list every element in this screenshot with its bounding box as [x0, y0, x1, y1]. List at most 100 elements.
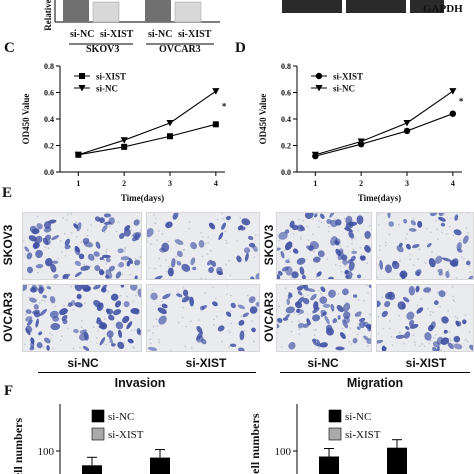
- membrane-pore: [440, 231, 443, 234]
- stained-cell: [241, 218, 251, 226]
- stained-cell: [316, 339, 321, 348]
- membrane-pore: [326, 258, 329, 261]
- stained-cell: [118, 262, 125, 268]
- stained-cell: [357, 274, 362, 279]
- membrane-pore: [391, 344, 394, 347]
- stained-cell: [405, 326, 410, 331]
- stained-cell: [363, 335, 369, 341]
- top-strip: Relative si-NC si-XIST si-NC si-XIST SKO…: [0, 0, 474, 56]
- stained-cell: [120, 256, 130, 261]
- stained-cell: [410, 220, 416, 226]
- stained-cell: [312, 341, 320, 347]
- stained-cell: [110, 293, 119, 301]
- stained-cell: [64, 244, 71, 250]
- membrane-pore: [468, 330, 471, 333]
- membrane-pore: [338, 244, 341, 247]
- membrane-pore: [75, 221, 78, 224]
- panel-letter-c: C: [4, 40, 15, 56]
- stained-cell: [29, 346, 35, 351]
- chart-d: 0.0 0.2 0.4 0.6 0.8 1 2 3 4 Time(days) OD450 Value…: [258, 62, 464, 203]
- membrane-pore: [412, 334, 415, 336]
- stained-cell: [406, 311, 415, 320]
- stained-cell: [312, 314, 321, 322]
- stained-cell: [49, 296, 56, 304]
- membrane-pore: [239, 217, 242, 219]
- membrane-pore: [167, 240, 170, 243]
- stained-cell: [26, 252, 33, 260]
- membrane-pore: [432, 336, 435, 339]
- membrane-pore: [181, 316, 184, 319]
- membrane-pore: [23, 240, 25, 242]
- membrane-pore: [158, 341, 161, 344]
- stained-cell: [96, 317, 101, 322]
- row-label-skov3-migration: SKOV3: [262, 224, 276, 266]
- stained-cell: [404, 331, 411, 339]
- stained-cell: [344, 227, 353, 233]
- stained-cell: [190, 257, 196, 266]
- stained-cell: [74, 246, 81, 256]
- membrane-pore: [453, 300, 456, 303]
- stained-cell: [449, 260, 459, 267]
- group-label-migration: Migration: [346, 376, 404, 390]
- membrane-pore: [38, 302, 41, 305]
- stained-cell: [304, 213, 314, 219]
- stained-cell: [403, 218, 408, 224]
- stained-cell: [416, 307, 424, 314]
- stained-cell: [101, 287, 107, 293]
- stained-cell: [162, 293, 171, 300]
- membrane-pore: [452, 295, 455, 298]
- stained-cell: [255, 301, 259, 307]
- stained-cell: [339, 332, 346, 339]
- membrane-pore: [351, 238, 353, 241]
- membrane-pore: [185, 325, 188, 328]
- stained-cell: [33, 304, 39, 310]
- membrane-pore: [105, 343, 108, 346]
- membrane-pore: [367, 345, 369, 348]
- stained-cell: [328, 276, 334, 279]
- stained-cell: [368, 285, 371, 289]
- stained-cell: [278, 231, 288, 240]
- data-point-si-NC: [403, 119, 411, 127]
- stained-cell: [247, 235, 254, 241]
- membrane-pore: [445, 291, 447, 294]
- top-bar-3: [145, 0, 171, 22]
- membrane-pore: [348, 340, 350, 343]
- membrane-pore: [175, 259, 178, 262]
- top-group-label-3: si-NC: [148, 29, 173, 40]
- membrane-pore: [429, 313, 432, 316]
- membrane-pore: [390, 335, 393, 338]
- stained-cell: [286, 298, 290, 306]
- membrane-pore: [357, 229, 360, 232]
- stained-cell: [250, 276, 255, 279]
- stained-cell: [364, 230, 371, 240]
- membrane-pore: [377, 263, 380, 266]
- membrane-pore: [159, 304, 162, 307]
- stained-cell: [328, 289, 336, 298]
- y-tick-label: 0.6: [281, 89, 291, 98]
- membrane-pore: [103, 318, 106, 320]
- stained-cell: [24, 246, 30, 252]
- membrane-pore: [155, 217, 157, 220]
- stained-cell: [176, 293, 183, 298]
- top-strip-graphic: [54, 0, 444, 45]
- membrane-pore: [160, 300, 163, 303]
- membrane-pore: [421, 343, 424, 345]
- stained-cell: [78, 253, 85, 260]
- stained-cell: [324, 315, 330, 325]
- membrane-pore: [126, 295, 128, 298]
- data-point-si-NC: [166, 119, 174, 127]
- stained-cell: [430, 213, 438, 217]
- membrane-pore: [96, 342, 98, 345]
- membrane-pore: [229, 331, 232, 334]
- stained-cell: [359, 317, 366, 322]
- micrograph-canvas: [23, 285, 141, 351]
- membrane-pore: [253, 256, 256, 259]
- stained-cell: [51, 235, 60, 241]
- membrane-pore: [96, 330, 99, 333]
- stained-cell: [438, 271, 443, 276]
- stained-cell: [408, 228, 417, 232]
- stained-cell: [50, 323, 61, 331]
- membrane-pore: [124, 250, 126, 253]
- membrane-pore: [28, 296, 31, 299]
- membrane-pore: [289, 250, 292, 253]
